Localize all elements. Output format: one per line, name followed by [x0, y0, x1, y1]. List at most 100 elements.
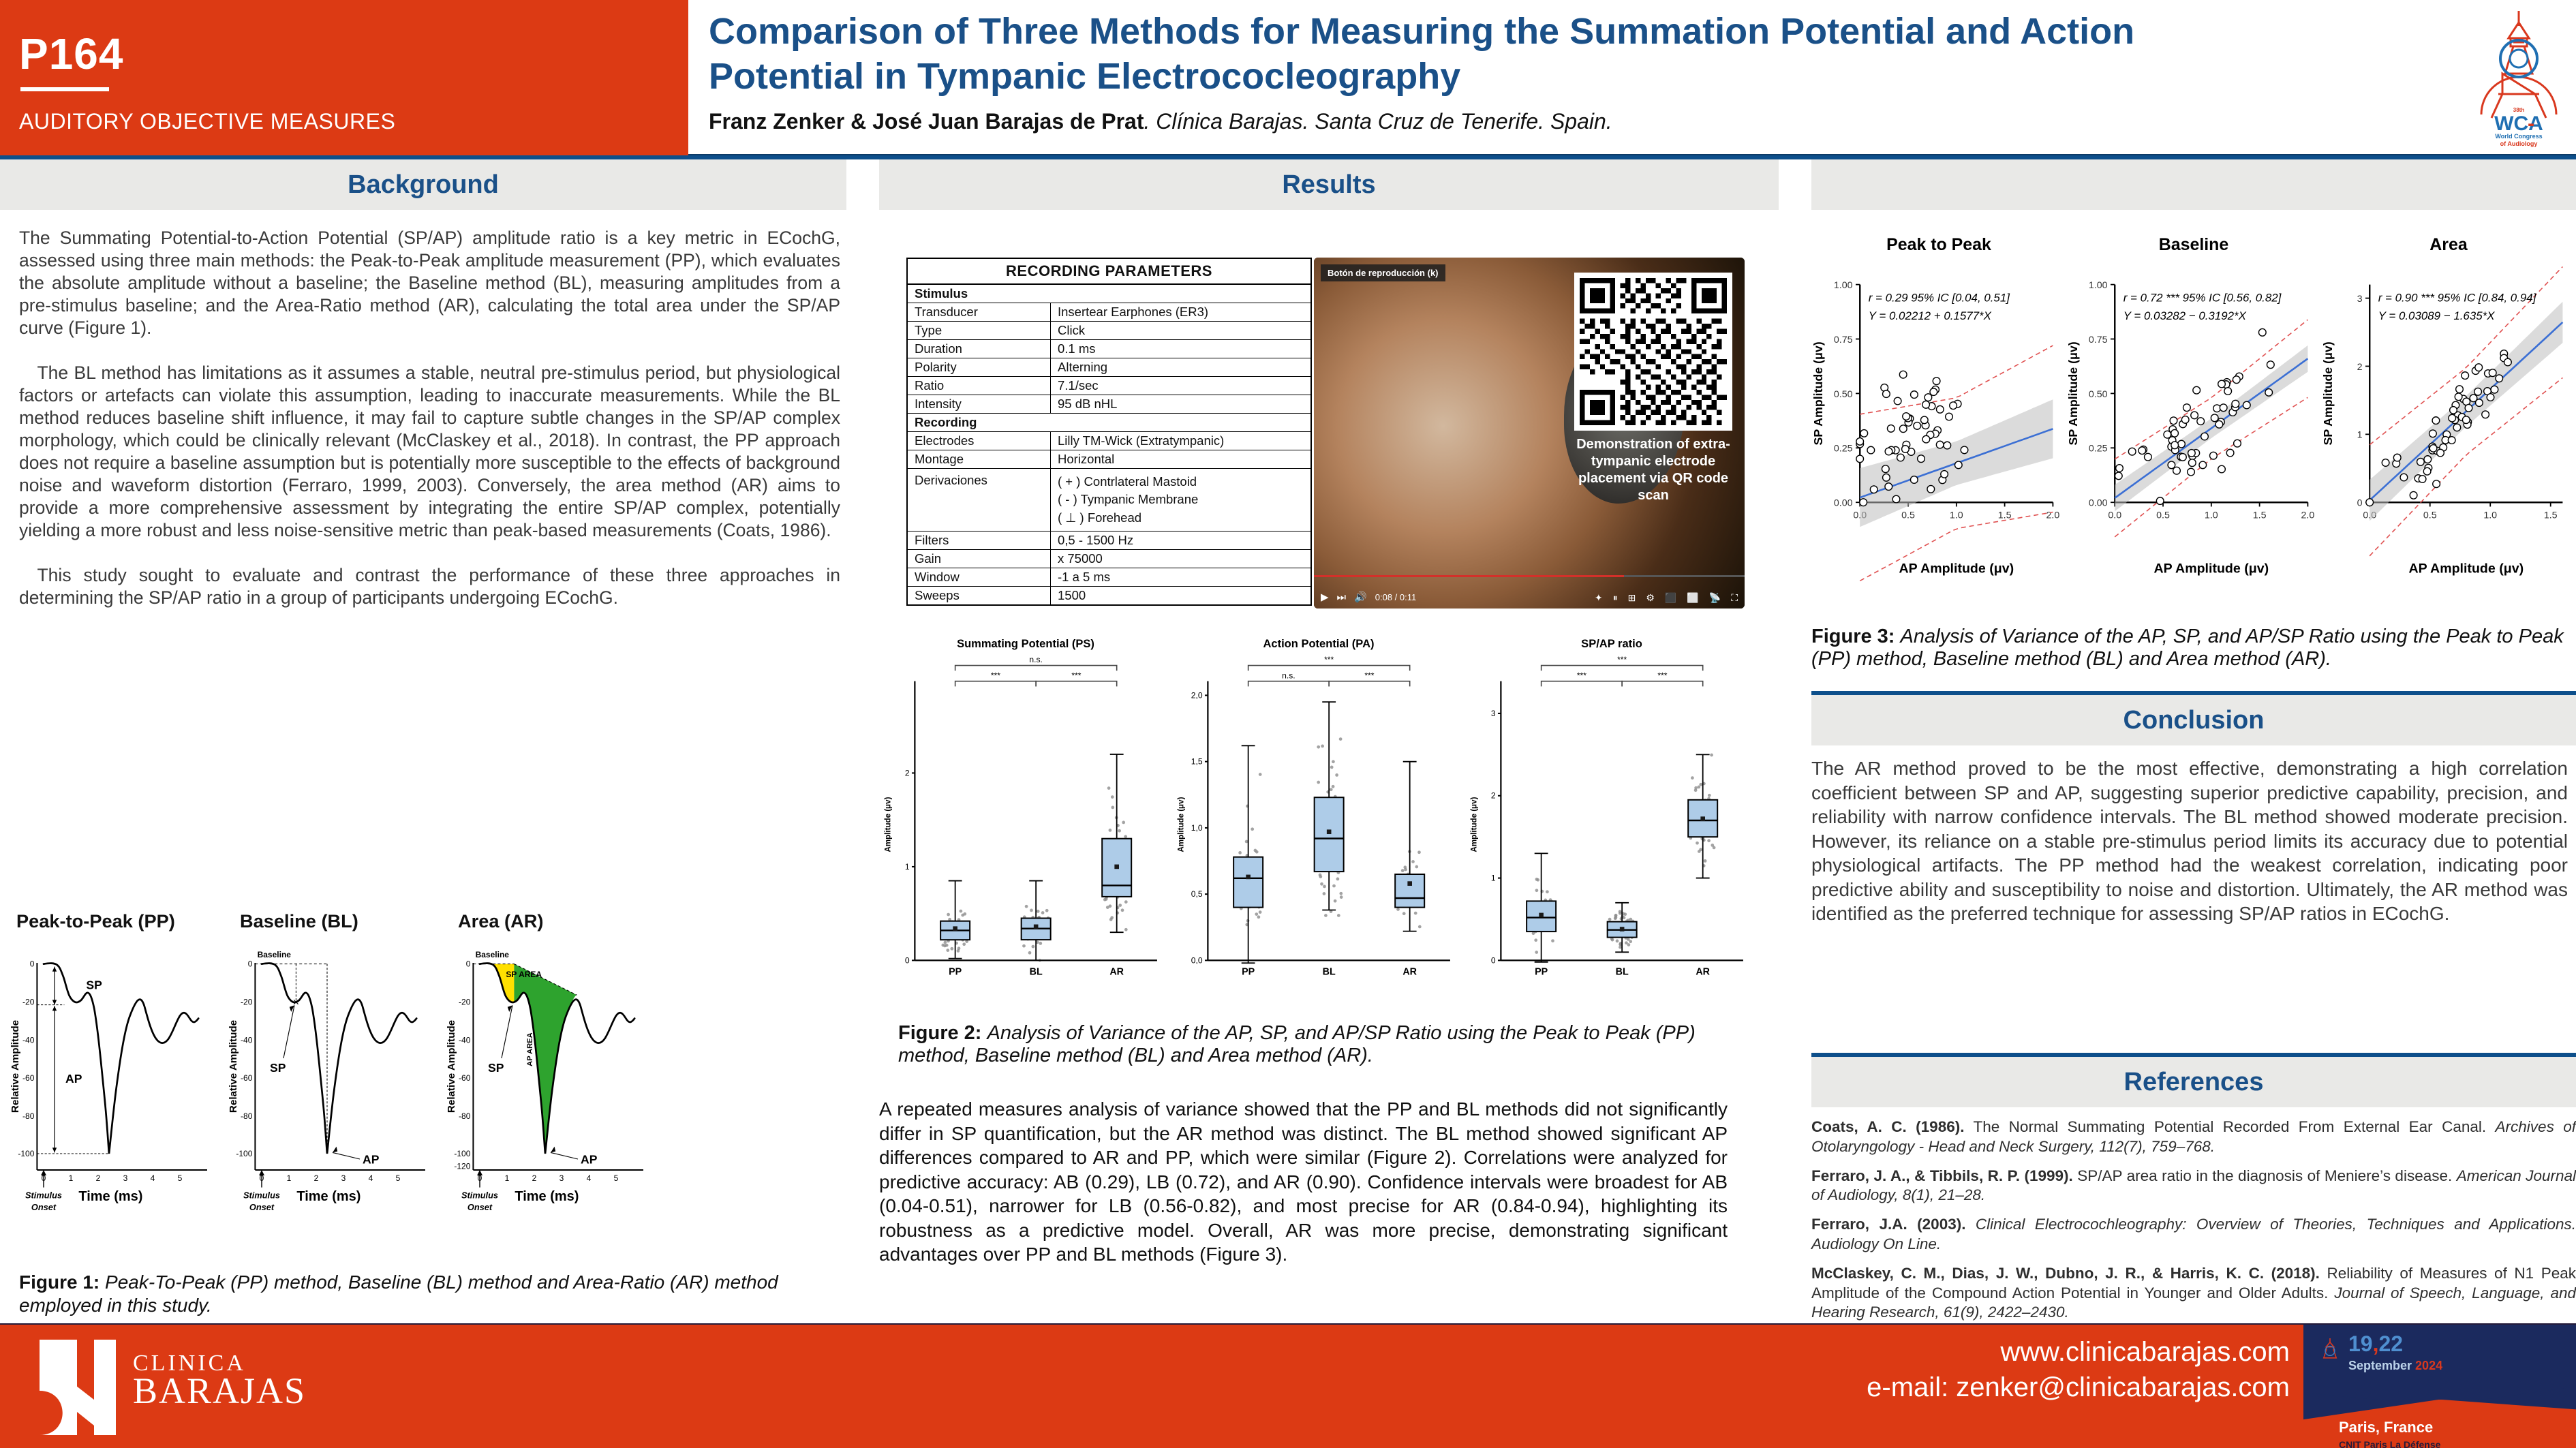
svg-text:1: 1 — [69, 1173, 74, 1183]
svg-text:0.50: 0.50 — [1834, 389, 1853, 400]
svg-text:1: 1 — [1491, 873, 1496, 882]
svg-text:Onset: Onset — [249, 1202, 275, 1212]
svg-text:1.0: 1.0 — [2205, 510, 2218, 521]
svg-text:0: 0 — [30, 959, 35, 969]
svg-text:***: *** — [1364, 671, 1374, 680]
svg-text:AP Amplitude (μv): AP Amplitude (μv) — [1899, 561, 2014, 576]
svg-text:1: 1 — [905, 862, 910, 872]
svg-text:0.5: 0.5 — [1901, 510, 1915, 521]
svg-text:-20: -20 — [459, 998, 471, 1007]
svg-text:0.50: 0.50 — [2089, 389, 2108, 400]
svg-text:0.25: 0.25 — [2089, 444, 2108, 455]
svg-text:Summating Potential (PS): Summating Potential (PS) — [957, 637, 1094, 650]
svg-text:1.0: 1.0 — [2483, 510, 2497, 521]
svg-text:-: - — [2528, 112, 2534, 135]
svg-text:1: 1 — [287, 1173, 292, 1183]
svg-text:-120: -120 — [454, 1161, 470, 1171]
svg-text:0.00: 0.00 — [1834, 498, 1853, 509]
svg-text:3: 3 — [559, 1173, 564, 1183]
svg-text:BL: BL — [1030, 966, 1043, 977]
svg-text:0.00: 0.00 — [2089, 498, 2108, 509]
svg-text:1.00: 1.00 — [2089, 280, 2108, 291]
svg-text:AP Amplitude (μv): AP Amplitude (μv) — [2154, 561, 2269, 576]
svg-text:AP Amplitude (μv): AP Amplitude (μv) — [2409, 561, 2524, 576]
svg-text:1.00: 1.00 — [1834, 280, 1853, 291]
svg-text:1.5: 1.5 — [2544, 510, 2558, 521]
svg-text:Baseline: Baseline — [476, 950, 510, 959]
svg-text:Relative Amplitude: Relative Amplitude — [446, 1020, 457, 1113]
svg-text:PP: PP — [949, 966, 962, 977]
svg-text:Y = 0.03089 − 1.635*X: Y = 0.03089 − 1.635*X — [2378, 309, 2496, 322]
svg-text:SP/AP ratio: SP/AP ratio — [1581, 637, 1642, 650]
svg-text:Stimulus: Stimulus — [25, 1190, 62, 1201]
svg-text:0.5: 0.5 — [2156, 510, 2170, 521]
svg-text:AR: AR — [1696, 966, 1710, 977]
svg-text:2: 2 — [96, 1173, 101, 1183]
svg-text:BL: BL — [1323, 966, 1336, 977]
svg-text:0: 0 — [466, 959, 471, 969]
svg-text:4: 4 — [369, 1173, 373, 1183]
svg-text:SP Amplitude (μv): SP Amplitude (μv) — [2066, 341, 2080, 445]
svg-text:-60: -60 — [22, 1073, 35, 1083]
svg-text:PP: PP — [1535, 966, 1548, 977]
svg-text:2,0: 2,0 — [1191, 690, 1203, 700]
svg-text:0.75: 0.75 — [2089, 335, 2108, 345]
svg-text:SP: SP — [270, 1061, 286, 1075]
svg-text:AP AREA: AP AREA — [526, 1032, 534, 1066]
svg-text:SP: SP — [488, 1061, 504, 1075]
svg-text:Onset: Onset — [467, 1202, 493, 1212]
svg-text:***: *** — [1577, 671, 1586, 680]
svg-text:0.0: 0.0 — [2108, 510, 2121, 521]
svg-text:Relative Amplitude: Relative Amplitude — [228, 1020, 239, 1113]
svg-text:AP: AP — [581, 1152, 598, 1166]
svg-text:0: 0 — [1491, 955, 1496, 965]
svg-text:Onset: Onset — [31, 1202, 57, 1212]
svg-text:n.s.: n.s. — [1282, 671, 1295, 680]
svg-text:-100: -100 — [454, 1149, 470, 1158]
svg-text:AP: AP — [65, 1072, 82, 1085]
svg-text:SP Amplitude (μv): SP Amplitude (μv) — [1811, 341, 1825, 445]
svg-text:5: 5 — [178, 1173, 183, 1183]
svg-text:-60: -60 — [241, 1073, 253, 1083]
svg-text:SP Amplitude (μv): SP Amplitude (μv) — [2321, 341, 2335, 445]
svg-text:***: *** — [1071, 671, 1081, 680]
svg-text:-80: -80 — [459, 1111, 471, 1121]
svg-text:***: *** — [1324, 655, 1334, 664]
svg-text:Stimulus: Stimulus — [243, 1190, 280, 1201]
svg-text:0.25: 0.25 — [1834, 444, 1853, 455]
svg-text:***: *** — [1657, 671, 1667, 680]
svg-text:3: 3 — [341, 1173, 346, 1183]
svg-text:0.5: 0.5 — [2423, 510, 2437, 521]
svg-text:4: 4 — [151, 1173, 155, 1183]
svg-text:Relative Amplitude: Relative Amplitude — [10, 1020, 21, 1113]
svg-text:r = 0.72 *** 95% IC [0.56, 0.: r = 0.72 *** 95% IC [0.56, 0.82] — [2123, 292, 2282, 305]
svg-text:0,0: 0,0 — [1191, 955, 1203, 965]
svg-text:1.5: 1.5 — [2253, 510, 2267, 521]
svg-text:BL: BL — [1616, 966, 1629, 977]
svg-text:of Audiology: of Audiology — [2500, 140, 2538, 147]
svg-text:Amplitude (μv): Amplitude (μv) — [1178, 797, 1186, 852]
svg-text:Baseline: Baseline — [258, 950, 292, 959]
svg-text:-100: -100 — [18, 1149, 34, 1158]
svg-text:2.0: 2.0 — [2046, 510, 2060, 521]
svg-text:Stimulus: Stimulus — [461, 1190, 498, 1201]
svg-text:5: 5 — [614, 1173, 619, 1183]
svg-text:0.75: 0.75 — [1834, 335, 1853, 345]
svg-text:Time (ms): Time (ms) — [78, 1189, 142, 1204]
svg-text:AP: AP — [363, 1152, 380, 1166]
svg-text:Y = 0.02212 + 0.1577*X: Y = 0.02212 + 0.1577*X — [1869, 309, 1992, 322]
svg-text:Time (ms): Time (ms) — [515, 1189, 579, 1204]
svg-text:1.5: 1.5 — [1998, 510, 2012, 521]
svg-text:PP: PP — [1242, 966, 1255, 977]
svg-text:r = 0.29 95% IC [0.04, 0.51]: r = 0.29 95% IC [0.04, 0.51] — [1869, 292, 2011, 305]
svg-text:1.0: 1.0 — [1950, 510, 1963, 521]
svg-text:SP AREA: SP AREA — [506, 970, 542, 979]
svg-text:Peak to Peak: Peak to Peak — [1886, 235, 1991, 254]
svg-text:3: 3 — [123, 1173, 128, 1183]
svg-text:0: 0 — [2357, 498, 2363, 509]
svg-text:1,0: 1,0 — [1191, 823, 1203, 833]
svg-text:2: 2 — [314, 1173, 319, 1183]
svg-text:WCA: WCA — [2494, 112, 2543, 135]
svg-text:Amplitude (μv): Amplitude (μv) — [885, 797, 893, 852]
svg-text:Amplitude (μv): Amplitude (μv) — [1471, 797, 1479, 852]
